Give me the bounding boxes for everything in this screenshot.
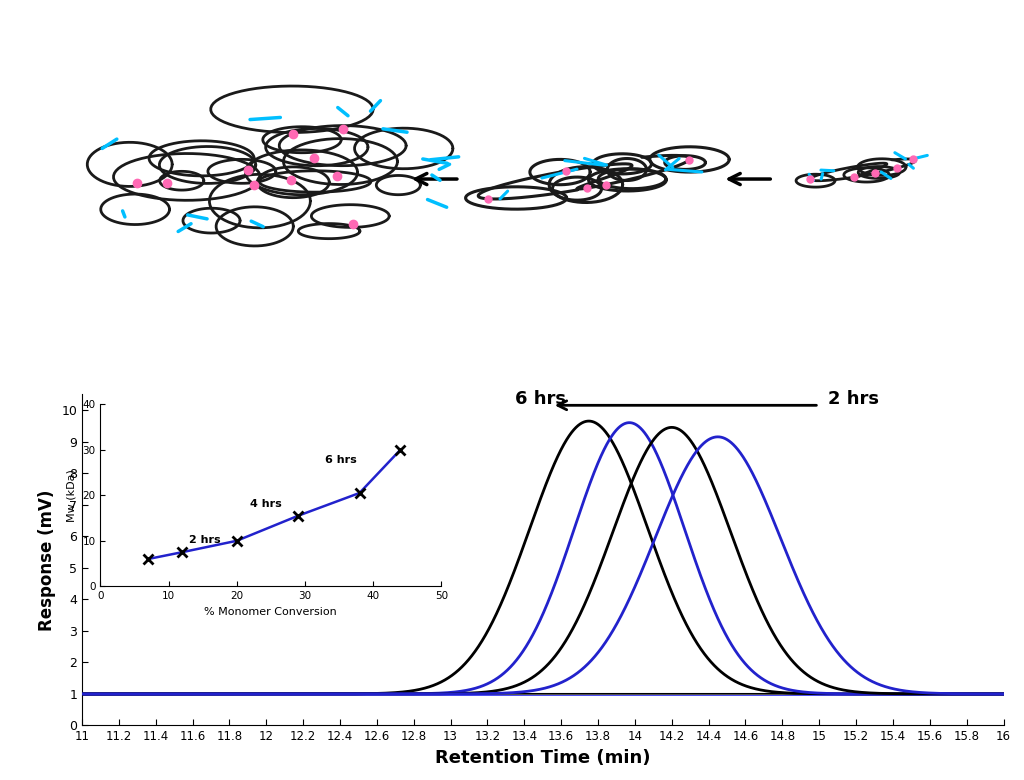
X-axis label: Retention Time (min): Retention Time (min) [435,749,650,767]
Y-axis label: Response (mV): Response (mV) [38,489,55,630]
Text: 6 hrs: 6 hrs [515,391,566,409]
Text: 2 hrs: 2 hrs [828,391,880,409]
